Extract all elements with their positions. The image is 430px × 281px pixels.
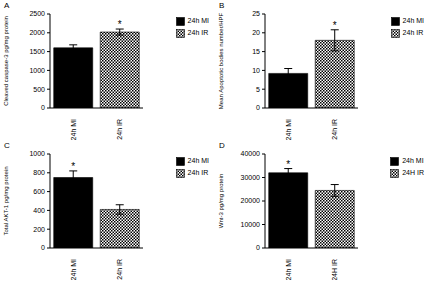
svg-text:2000: 2000 (29, 29, 45, 36)
svg-text:1000: 1000 (29, 67, 45, 74)
svg-text:Mean Apoptotic bodies number/H: Mean Apoptotic bodies number/HPF (218, 12, 224, 109)
svg-text:10000: 10000 (241, 221, 261, 228)
svg-text:1500: 1500 (29, 48, 45, 55)
svg-text:Total AKT-1 pg/mg protein: Total AKT-1 pg/mg protein (8, 166, 9, 235)
svg-text:0: 0 (256, 104, 260, 111)
svg-text:20: 20 (252, 29, 260, 36)
svg-text:20000: 20000 (241, 197, 261, 204)
html-text:24h IR: 24h IR (187, 169, 209, 176)
html-text:24h IR: 24h IR (187, 29, 209, 36)
svg-text:15: 15 (252, 48, 260, 55)
svg-text:*: * (286, 159, 290, 170)
svg-text:0: 0 (41, 244, 45, 251)
html-text:24h IR: 24h IR (402, 29, 424, 36)
html-text:24h MI: 24h MI (402, 157, 424, 164)
html-text:24h MI: 24h MI (187, 157, 209, 164)
svg-text:600: 600 (33, 188, 45, 195)
svg-text:*: * (71, 161, 75, 172)
svg-text:Cleaved caspase-3 pg/mg protei: Cleaved caspase-3 pg/mg protein (8, 16, 9, 106)
html-text:24h MI: 24h MI (187, 17, 209, 24)
svg-text:10: 10 (252, 67, 260, 74)
svg-text:24h MI: 24h MI (285, 259, 292, 280)
html-text:B: B (219, 1, 225, 10)
svg-text:30000: 30000 (241, 174, 261, 181)
svg-text:Wnt-3 pg/mg protein: Wnt-3 pg/mg protein (218, 174, 224, 228)
svg-text:24h MI: 24h MI (285, 119, 292, 140)
svg-text:2500: 2500 (29, 10, 45, 17)
svg-text:0: 0 (41, 104, 45, 111)
svg-text:25: 25 (252, 10, 260, 17)
html-text:C: C (4, 141, 10, 150)
svg-text:24h IR: 24h IR (116, 119, 123, 140)
html-text:24h MI: 24h MI (402, 17, 424, 24)
html-text:D: D (219, 141, 225, 150)
svg-text:0: 0 (256, 244, 260, 251)
html-text:24H IR: 24H IR (402, 169, 424, 176)
svg-text:1000: 1000 (29, 150, 45, 157)
svg-text:24h IR: 24h IR (331, 119, 338, 140)
svg-text:24h MI: 24h MI (70, 259, 77, 280)
svg-text:40000: 40000 (241, 150, 261, 157)
html-text:A: A (4, 1, 10, 10)
svg-text:500: 500 (33, 86, 45, 93)
svg-text:24h MI: 24h MI (70, 119, 77, 140)
svg-text:*: * (333, 20, 337, 31)
svg-text:200: 200 (33, 226, 45, 233)
svg-text:24h IR: 24h IR (116, 259, 123, 280)
svg-text:*: * (118, 19, 122, 30)
svg-text:24H IR: 24H IR (331, 259, 338, 280)
svg-text:400: 400 (33, 207, 45, 214)
svg-text:5: 5 (256, 86, 260, 93)
svg-text:800: 800 (33, 169, 45, 176)
